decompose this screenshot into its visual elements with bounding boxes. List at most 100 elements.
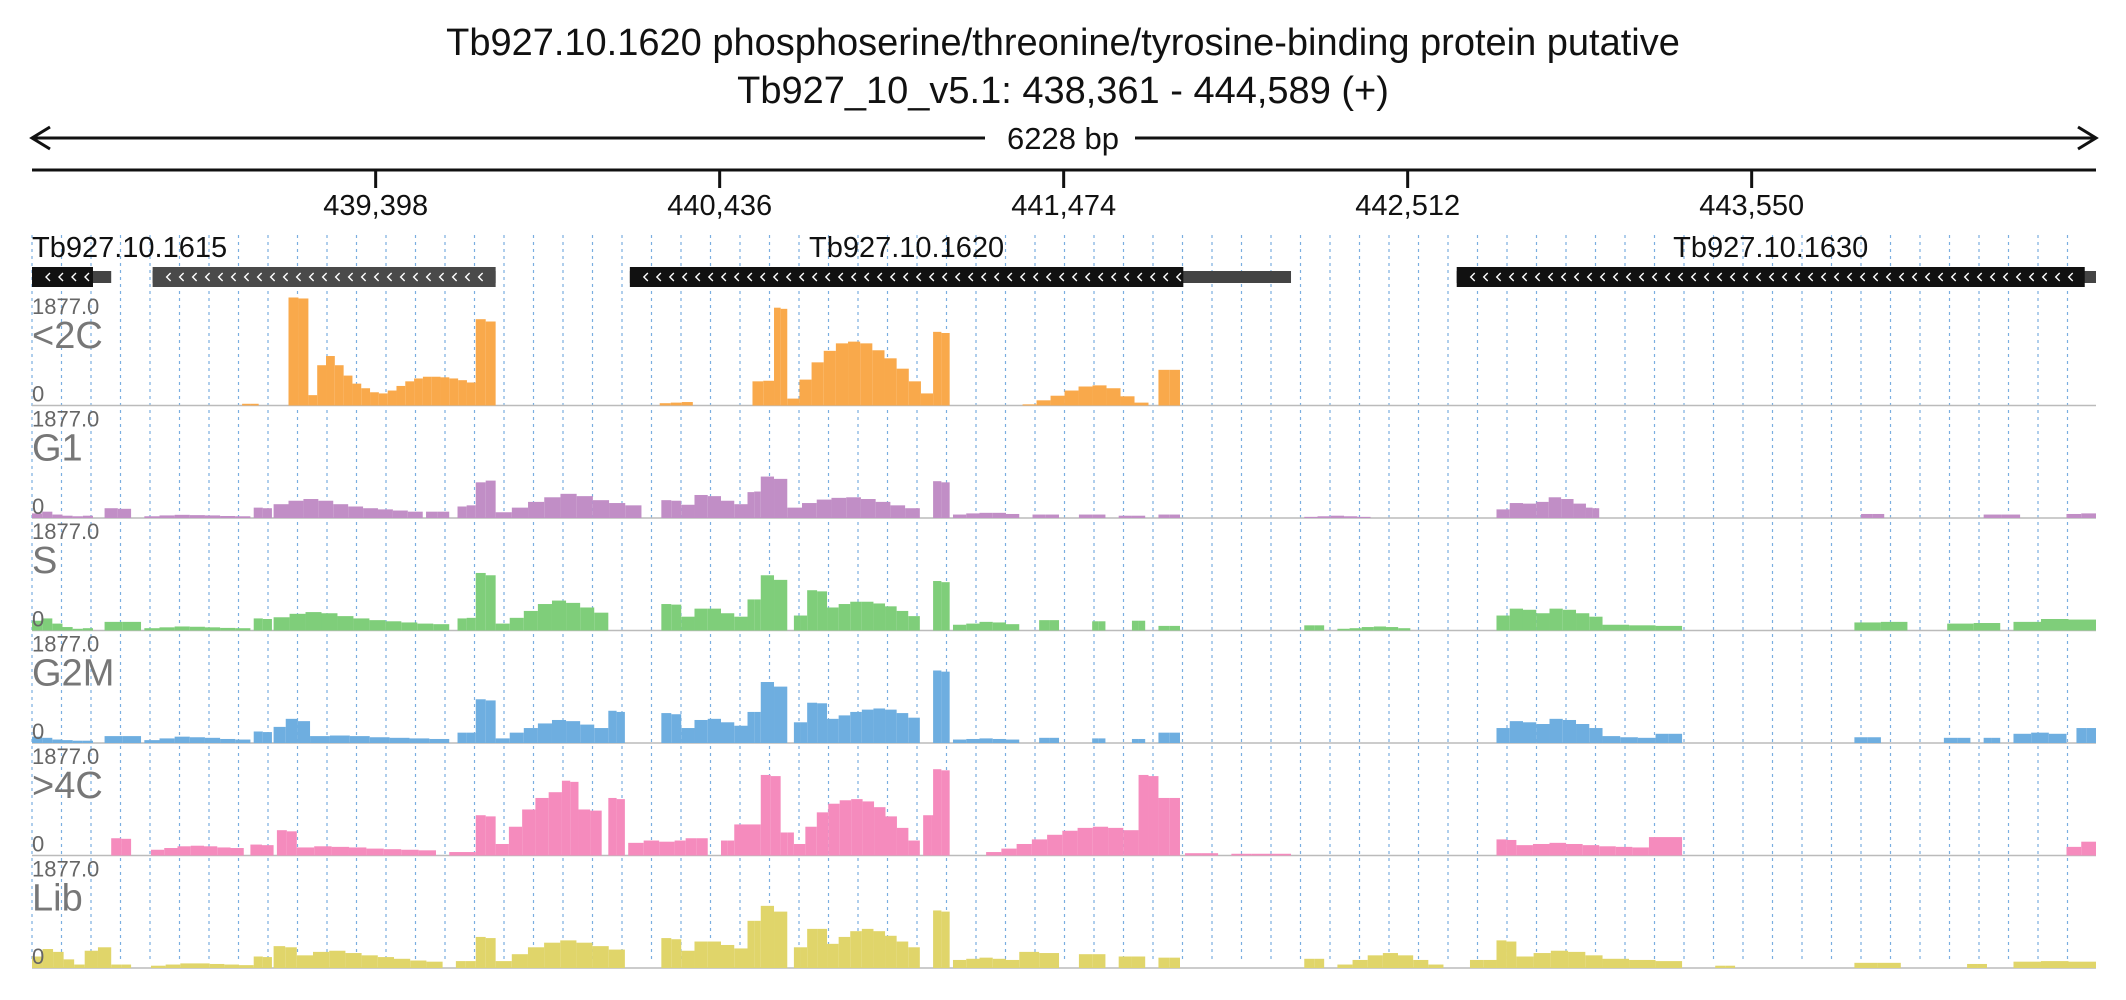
coverage-bar — [734, 616, 748, 631]
strand-chevron-icon — [1175, 272, 1182, 282]
coverage-bar — [890, 505, 906, 518]
strand-chevron-icon — [941, 272, 948, 282]
coverage-bar — [144, 516, 160, 518]
coverage-bar — [793, 843, 806, 856]
coverage-bar — [455, 961, 466, 968]
coverage-bar — [1098, 621, 1106, 631]
coverage-bar — [32, 620, 43, 631]
coverage-bar — [616, 799, 625, 856]
strand-chevron-icon — [1032, 272, 1039, 282]
coverage-bar — [466, 732, 476, 743]
coverage-bar — [431, 376, 441, 406]
gene-cds[interactable] — [152, 267, 496, 287]
coverage-bar — [331, 846, 349, 856]
coverage-bar — [111, 838, 122, 856]
coverage-bar — [875, 501, 891, 518]
coverage-bar — [848, 341, 861, 406]
coverage-bar — [1367, 955, 1383, 968]
strand-chevron-icon — [1599, 272, 1606, 282]
coverage-bar — [2031, 732, 2049, 743]
coverage-bar — [1872, 513, 1885, 518]
strand-chevron-icon — [1149, 272, 1156, 282]
coverage-bar — [807, 590, 818, 631]
coverage-bar — [1049, 737, 1060, 743]
coverage-bar — [734, 504, 748, 518]
strand-chevron-icon — [84, 272, 90, 282]
coverage-bar — [661, 604, 672, 631]
coverage-bar — [387, 390, 397, 406]
gene-label[interactable]: Tb927.10.1620 — [809, 232, 1004, 264]
coverage-bar — [828, 803, 840, 856]
coverage-bar — [1169, 625, 1180, 631]
coverage-bar — [896, 713, 909, 743]
strand-chevron-icon — [1703, 272, 1710, 282]
coverage-bar — [941, 770, 950, 856]
coverage-bar — [905, 508, 920, 518]
strand-chevron-icon — [1547, 272, 1554, 282]
coverage-bar — [1983, 514, 2002, 518]
coverage-bar — [747, 599, 755, 631]
coverage-bar — [466, 617, 476, 631]
coverage-bar — [314, 846, 332, 856]
coverage-bar — [296, 847, 315, 856]
coverage-bar — [763, 380, 775, 406]
coverage-bar — [1039, 737, 1050, 743]
coverage-bar — [861, 709, 874, 743]
strand-chevron-icon — [1807, 272, 1814, 282]
coverage-bar — [1943, 737, 1958, 743]
coverage-bar — [1158, 732, 1170, 743]
track-max-label: 1877.0 — [32, 407, 99, 432]
coverage-bar — [1382, 953, 1399, 968]
coverage-bar — [884, 358, 897, 406]
coverage-bar — [774, 307, 781, 406]
coverage-bar — [1131, 738, 1139, 743]
strand-chevron-icon — [902, 272, 909, 282]
coverage-bar — [807, 928, 818, 968]
coverage-bar — [1314, 958, 1325, 968]
coverage-bar — [1158, 957, 1170, 968]
strand-chevron-icon — [668, 272, 675, 282]
strand-chevron-icon — [876, 272, 883, 282]
coverage-bar — [537, 604, 552, 631]
coverage-bar — [1548, 497, 1562, 518]
coverage-bar — [707, 941, 721, 968]
coverage-bar — [1573, 503, 1586, 518]
coverage-bar — [1158, 625, 1170, 631]
coverage-bar — [799, 379, 812, 406]
gene-label[interactable]: Tb927.10.1630 — [1673, 232, 1868, 264]
gene-label[interactable]: Tb927.10.1615 — [32, 232, 227, 264]
gene-cds[interactable] — [629, 267, 1184, 287]
coverage-bar — [966, 958, 980, 968]
coverage-bar — [1047, 834, 1063, 856]
strand-chevron-icon — [1045, 272, 1052, 282]
strand-chevron-icon — [477, 272, 484, 282]
coverage-bar — [2013, 733, 2032, 743]
gene-cds[interactable] — [32, 267, 93, 287]
strand-chevron-icon — [58, 272, 64, 282]
gridlines — [31, 235, 2069, 962]
coverage-bar — [349, 736, 370, 743]
coverage-bar — [250, 844, 262, 856]
coverage-bar — [262, 732, 272, 743]
coverage-bar — [1585, 955, 1603, 968]
coverage-bar — [566, 721, 581, 743]
strand-chevron-icon — [204, 272, 211, 282]
strand-chevron-icon — [1162, 272, 1169, 282]
gene-cds[interactable] — [1456, 267, 2085, 287]
strand-chevron-icon — [373, 272, 380, 282]
strand-chevron-icon — [1664, 272, 1671, 282]
coverage-bar — [659, 403, 671, 406]
coverage-bar — [793, 722, 801, 743]
coverage-bar — [1496, 728, 1510, 743]
coverage-bar — [329, 735, 350, 743]
coverage-track: 1877.0S 0 — [32, 519, 2096, 632]
coverage-bar — [1169, 514, 1180, 518]
strand-chevron-icon — [2054, 272, 2061, 282]
coverage-bar — [334, 365, 344, 406]
coverage-bar — [273, 946, 286, 968]
coverage-bar — [495, 738, 510, 743]
coverage-bar — [770, 776, 781, 856]
coverage-bar — [1516, 845, 1533, 856]
coverage-bar — [592, 500, 610, 518]
coverage-bar — [1496, 940, 1507, 968]
